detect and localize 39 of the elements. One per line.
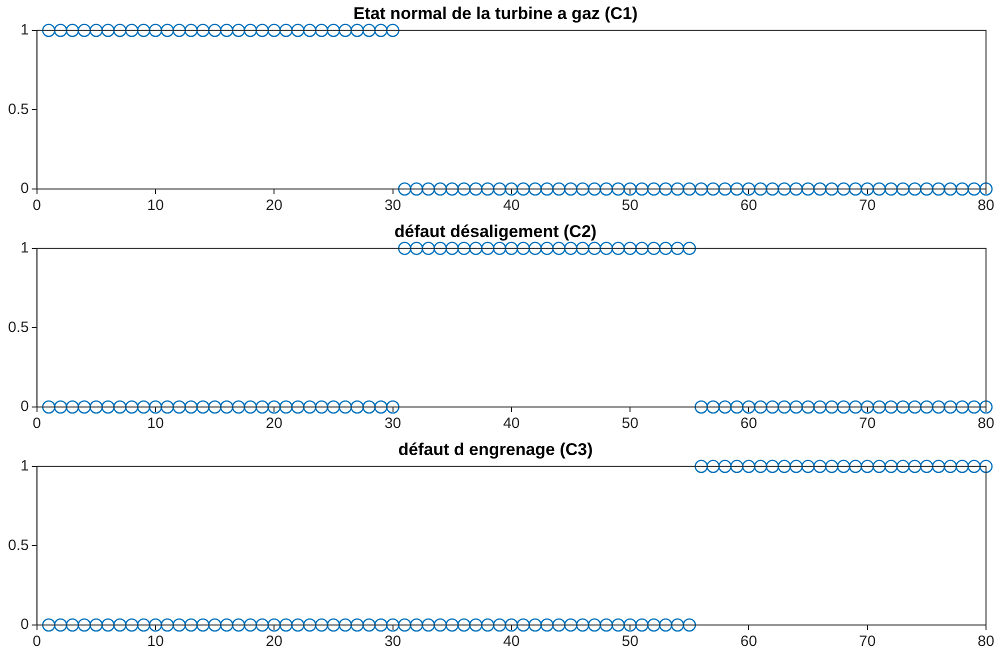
x-tick-label: 70 (859, 197, 876, 214)
y-tick-label: 0 (20, 398, 29, 416)
x-tick-label: 30 (384, 415, 402, 432)
x-tick-label: 20 (266, 415, 282, 432)
x-tick-label: 60 (740, 633, 758, 650)
x-tick-label: 80 (978, 415, 994, 432)
x-tick-label: 30 (384, 197, 402, 214)
x-tick-label: 40 (503, 415, 520, 432)
x-tick-label: 80 (978, 633, 994, 650)
x-tick-label: 50 (622, 633, 638, 650)
x-tick-label: 0 (32, 415, 42, 432)
x-tick-label: 80 (978, 197, 994, 214)
y-tick-label: 0 (20, 180, 29, 198)
y-tick-label: 0.5 (8, 536, 29, 554)
y-tick-label: 1 (20, 458, 29, 475)
chart-title: défaut d engrenage (C3) (398, 440, 593, 459)
x-tick-label: 60 (740, 415, 758, 432)
x-tick-label: 50 (622, 415, 638, 432)
x-tick-label: 70 (859, 633, 876, 650)
x-tick-label: 10 (147, 197, 164, 214)
x-tick-label: 70 (859, 415, 876, 432)
y-tick-label: 0 (20, 616, 29, 634)
x-tick-label: 0 (32, 633, 42, 650)
x-tick-label: 10 (147, 415, 164, 432)
chart-title: Etat normal de la turbine a gaz (C1) (353, 4, 638, 23)
y-tick-label: 0.5 (8, 100, 29, 118)
x-tick-label: 20 (266, 197, 282, 214)
x-tick-label: 0 (32, 197, 42, 214)
y-tick-label: 0.5 (8, 318, 29, 336)
chart-title: défaut désaligement (C2) (394, 222, 597, 241)
x-tick-label: 60 (740, 197, 758, 214)
y-tick-label: 1 (20, 22, 29, 39)
x-tick-label: 20 (266, 633, 282, 650)
x-tick-label: 30 (384, 633, 402, 650)
x-tick-label: 40 (503, 633, 520, 650)
x-tick-label: 50 (622, 197, 638, 214)
x-tick-label: 40 (503, 197, 520, 214)
x-tick-label: 10 (147, 633, 164, 650)
y-tick-label: 1 (20, 240, 29, 257)
